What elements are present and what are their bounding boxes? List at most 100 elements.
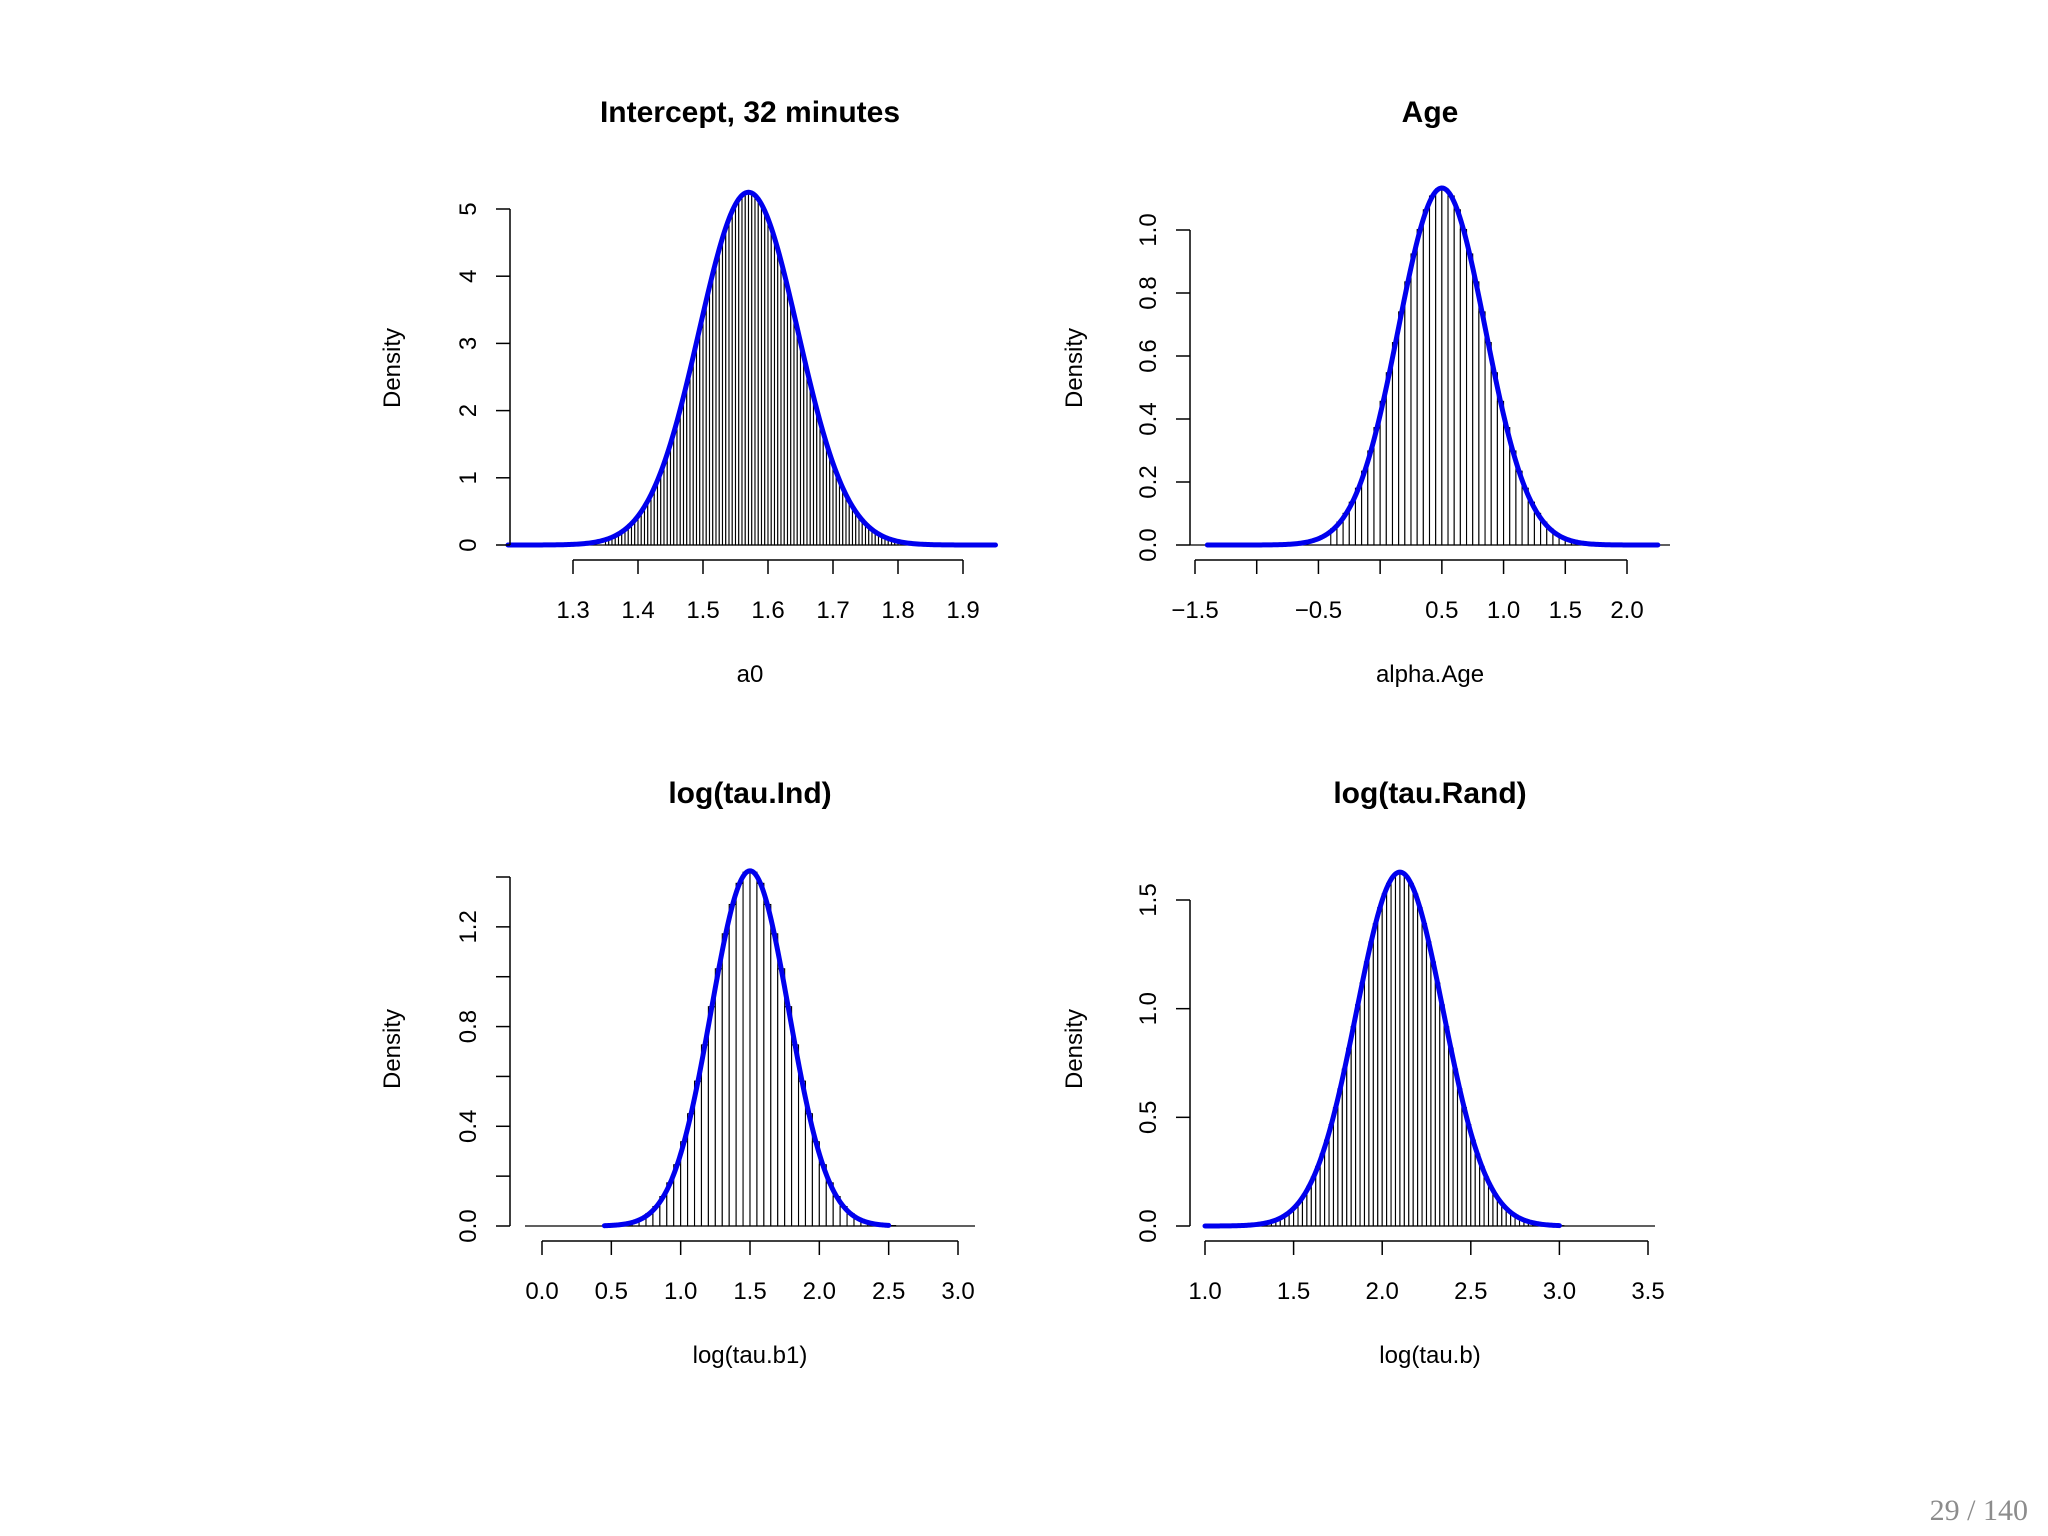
histogram-bar <box>1359 982 1366 1227</box>
histogram-bar <box>1478 311 1486 546</box>
x-tick-label: 1.5 <box>1277 1278 1310 1305</box>
y-tick-label: 1.0 <box>1135 213 1162 246</box>
y-tick-label: 0 <box>455 538 482 551</box>
y-tick-label: 0.5 <box>1135 1101 1162 1134</box>
histogram-bar <box>770 933 779 1227</box>
histogram-bar <box>714 968 723 1227</box>
histogram-bar <box>1341 1068 1348 1227</box>
histogram <box>603 871 897 1227</box>
histogram-bar <box>1355 1004 1361 1227</box>
x-axis: 1.0 1.5 2.0 2.5 3.0 3.5 log(tau.b) <box>1188 1240 1665 1369</box>
page-number: 29 / 140 <box>1929 1494 2028 1527</box>
y-tick-label: 3 <box>455 337 482 350</box>
x-tick-label: 1.5 <box>733 1278 766 1305</box>
chart-title: log(tau.Ind) <box>668 777 831 810</box>
y-axis-label: Density <box>1061 328 1088 408</box>
x-tick-label: 3.5 <box>1631 1278 1664 1305</box>
x-axis-label: a0 <box>737 661 764 688</box>
histogram-bar <box>1416 228 1424 546</box>
histogram-bar <box>1408 882 1414 1227</box>
histogram-bar <box>1421 923 1428 1227</box>
histogram-bar <box>1346 1047 1352 1227</box>
x-tick-label: −1.5 <box>1171 597 1218 624</box>
density-curve <box>1202 869 1562 1229</box>
panel-log-tau-ind: log(tau.Ind) 0.0 0.4 0.8 1.2 Density 0.0 0.5 1.0… <box>379 777 975 1369</box>
x-axis: −1.5 −0.5 0.5 1.0 1.5 2.0 alpha.Age <box>1171 559 1644 688</box>
x-tick-label: 1.3 <box>556 597 589 624</box>
histogram-bar <box>700 1044 709 1227</box>
histogram-bar <box>1381 893 1388 1227</box>
histogram-bar <box>1452 1068 1459 1227</box>
x-tick-label: 2.5 <box>872 1278 905 1305</box>
histogram-bar <box>1410 253 1418 546</box>
histogram-bar <box>1472 281 1480 546</box>
histogram-bar <box>1456 1088 1463 1227</box>
x-tick-label: 0.5 <box>1425 597 1458 624</box>
histogram-bar <box>1391 342 1400 546</box>
histogram-bar <box>1372 923 1379 1227</box>
histogram-bar <box>721 933 730 1227</box>
histogram-bar <box>1453 209 1461 546</box>
histogram-bar <box>728 903 737 1227</box>
histogram-bar <box>735 882 744 1227</box>
x-tick-label: 2.5 <box>1454 1278 1487 1305</box>
histogram-bar <box>742 871 751 1227</box>
histogram-bar <box>707 1006 716 1227</box>
y-axis: 0.0 0.2 0.4 0.6 0.8 1.0 Density <box>1061 213 1191 562</box>
histogram-bar <box>1385 372 1394 546</box>
y-axis: 0 1 2 3 4 5 Density <box>379 202 511 552</box>
histogram-bar <box>1417 906 1423 1227</box>
histogram-bar <box>1496 400 1505 546</box>
x-axis-label: log(tau.b) <box>1379 1342 1480 1369</box>
y-tick-label: 0.4 <box>455 1110 482 1143</box>
histogram-bar <box>1377 906 1383 1227</box>
y-tick-label: 0.0 <box>455 1209 482 1242</box>
y-axis: 0.0 0.5 1.0 1.5 Density <box>1061 883 1191 1243</box>
histogram-bar <box>1386 882 1392 1227</box>
x-axis: 1.3 1.4 1.5 1.6 1.7 1.8 1.9 a0 <box>556 559 980 688</box>
y-axis: 0.0 0.4 0.8 1.2 Density <box>379 876 511 1243</box>
x-tick-label: 1.9 <box>946 597 979 624</box>
y-tick-label: 0.4 <box>1135 402 1162 435</box>
histogram <box>1235 872 1565 1227</box>
histogram-bar <box>791 1044 800 1227</box>
y-tick-label: 0.6 <box>1135 339 1162 372</box>
x-tick-label: 2.0 <box>1610 597 1643 624</box>
histogram-bar <box>1447 195 1455 546</box>
histogram-bar <box>1490 372 1498 546</box>
histogram-bar <box>1404 281 1412 546</box>
histogram-bar <box>784 1006 793 1227</box>
chart-title: Age <box>1402 96 1459 129</box>
x-tick-label: 1.5 <box>686 597 719 624</box>
density-curve <box>601 868 892 1229</box>
x-tick-label: 2.0 <box>1366 1278 1399 1305</box>
histogram-bar <box>1337 1088 1343 1227</box>
y-axis-label: Density <box>379 1009 406 1089</box>
y-tick-label: 0.0 <box>1135 528 1162 561</box>
histogram-bar <box>1428 195 1437 546</box>
x-tick-label: 3.0 <box>941 1278 974 1305</box>
x-tick-label: 2.0 <box>803 1278 836 1305</box>
y-axis-label: Density <box>1061 1009 1088 1089</box>
x-tick-label: 0.5 <box>595 1278 628 1305</box>
histogram-bar <box>777 968 786 1227</box>
histogram <box>604 191 899 546</box>
histogram-bar <box>1435 188 1443 546</box>
y-tick-label: 0.8 <box>455 1010 482 1043</box>
y-tick-label: 1.5 <box>1135 883 1162 916</box>
histogram-bar <box>1443 1026 1450 1227</box>
histogram-bar <box>1434 982 1441 1227</box>
y-tick-label: 4 <box>455 270 482 283</box>
histogram-bar <box>1399 872 1405 1227</box>
histogram-bar <box>1465 1124 1472 1227</box>
histogram-bar <box>1390 875 1397 1227</box>
x-axis-label: log(tau.b1) <box>693 1342 808 1369</box>
x-tick-label: 1.6 <box>751 597 784 624</box>
x-tick-label: 0.0 <box>525 1278 558 1305</box>
x-tick-label: 1.0 <box>1188 1278 1221 1305</box>
y-axis-label: Density <box>379 328 406 408</box>
y-tick-label: 0.0 <box>1135 1209 1162 1242</box>
y-tick-label: 1.2 <box>455 910 482 943</box>
y-tick-label: 1.0 <box>1135 992 1162 1025</box>
